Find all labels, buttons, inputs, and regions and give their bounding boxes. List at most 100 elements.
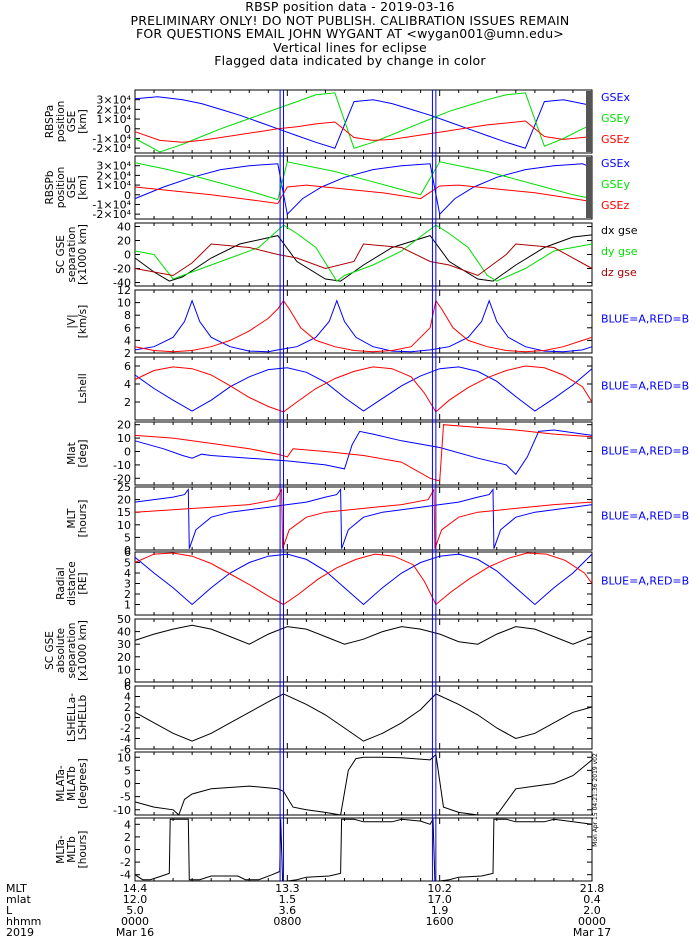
bottom-value: 3.6 bbox=[279, 904, 297, 917]
bottom-value: 14.4 bbox=[123, 882, 148, 895]
y-axis-label: [hours] bbox=[77, 831, 89, 869]
y-tick-label: 6 bbox=[124, 546, 131, 559]
y-tick-label: -2×10⁴ bbox=[92, 208, 131, 221]
legend-entry: BLUE=A,RED=B bbox=[601, 575, 689, 588]
bottom-value: 1.9 bbox=[431, 904, 449, 917]
bottom-value: Mar 17 bbox=[573, 926, 611, 939]
series-line-diff bbox=[134, 753, 593, 816]
legend-entry: BLUE=A,RED=B bbox=[601, 445, 689, 458]
y-tick-label: -2×10⁴ bbox=[92, 142, 131, 155]
legend-entry: GSEx bbox=[601, 157, 630, 170]
series-line-gsey bbox=[134, 92, 593, 153]
legend-entry: GSEx bbox=[601, 91, 630, 104]
bottom-row-label: MLT bbox=[6, 882, 27, 895]
series-line-a bbox=[134, 366, 593, 412]
title-line-3: FOR QUESTIONS EMAIL JOHN WYGANT AT <wyga… bbox=[135, 26, 564, 41]
y-tick-label: 8 bbox=[124, 309, 131, 322]
y-tick-label: 20 bbox=[117, 235, 131, 248]
y-tick-label: 6 bbox=[124, 360, 131, 373]
panel-frame bbox=[134, 486, 593, 551]
y-tick-label: -4 bbox=[120, 733, 131, 746]
y-tick-label: 15 bbox=[117, 506, 131, 519]
title-line-5: Flagged data indicated by change in colo… bbox=[214, 53, 486, 68]
y-axis-label: [RE] bbox=[77, 572, 89, 594]
y-tick-label: 2 bbox=[124, 347, 131, 360]
series-line-gsez bbox=[134, 184, 593, 205]
y-tick-label: 5 bbox=[124, 557, 131, 570]
y-axis-label: absolute bbox=[55, 628, 67, 673]
y-tick-label: -20 bbox=[113, 263, 131, 276]
y-tick-label: 20 bbox=[117, 651, 131, 664]
series-line-a bbox=[134, 488, 593, 549]
y-axis-label: separation bbox=[66, 623, 78, 679]
series-line-diff bbox=[134, 693, 593, 742]
series-line-b bbox=[134, 365, 593, 413]
bottom-value: Mar 16 bbox=[116, 926, 154, 939]
series-line-diff bbox=[134, 817, 593, 882]
y-tick-label: -2 bbox=[120, 856, 131, 869]
y-tick-label: -40 bbox=[113, 277, 131, 290]
legend-entry: dz gse bbox=[601, 266, 637, 279]
title-line-2: PRELIMINARY ONLY! DO NOT PUBLISH. CALIBR… bbox=[130, 12, 570, 28]
series-line-b bbox=[134, 424, 593, 482]
series-line-gsex bbox=[134, 96, 593, 149]
legend-entry: BLUE=A,RED=B bbox=[601, 380, 689, 393]
y-tick-label: 20 bbox=[117, 494, 131, 507]
y-tick-label: -20 bbox=[113, 472, 131, 485]
y-tick-label: 5 bbox=[124, 764, 131, 777]
series-line-a bbox=[134, 299, 593, 353]
panel-frame bbox=[134, 421, 593, 486]
y-axis-label: [km/s] bbox=[77, 305, 89, 339]
y-tick-label: 3 bbox=[124, 578, 131, 591]
bottom-value: 0800 bbox=[273, 915, 301, 928]
y-tick-label: -1×10⁴ bbox=[92, 132, 131, 145]
panel-lshell: 6 4 2 Lshell BLUE=A,RED=B bbox=[77, 356, 689, 421]
y-axis-label: MLT bbox=[66, 508, 78, 528]
y-axis-label: GSE bbox=[66, 177, 78, 198]
y-axis-label: SC GSE bbox=[55, 235, 67, 274]
y-axis-label: position bbox=[55, 167, 67, 209]
bottom-value: 0000 bbox=[121, 915, 149, 928]
bottom-value: 1600 bbox=[426, 915, 454, 928]
series-line-b bbox=[134, 552, 593, 606]
y-tick-label: 4 bbox=[124, 567, 131, 580]
bottom-value: 21.8 bbox=[580, 882, 605, 895]
series-line-dz-gse bbox=[134, 243, 593, 277]
y-tick-label: 2×10⁴ bbox=[96, 103, 131, 116]
y-axis-label: RBSPb bbox=[44, 170, 56, 204]
y-axis-label: LSHELLb bbox=[77, 694, 89, 740]
y-tick-label: 4 bbox=[124, 378, 131, 391]
panel-frame bbox=[134, 222, 593, 287]
y-tick-label: 30 bbox=[117, 638, 131, 651]
series-line-a bbox=[134, 429, 593, 476]
y-axis-label: Lshell bbox=[77, 373, 89, 403]
series-line-a bbox=[134, 553, 593, 606]
timestamp-note: Mon Apr 15 04:21:36 2019 v02 bbox=[592, 753, 599, 847]
y-tick-label: 6 bbox=[124, 680, 131, 693]
series-line-abs bbox=[134, 624, 593, 645]
y-tick-label: 4 bbox=[124, 818, 131, 831]
bottom-value: 10.2 bbox=[427, 882, 452, 895]
y-axis-label: [x1000 km] bbox=[77, 224, 89, 285]
series-line-gsez bbox=[134, 120, 593, 143]
y-axis-label: position bbox=[55, 101, 67, 143]
series-line-gsex bbox=[134, 163, 593, 216]
panel-frame bbox=[134, 618, 593, 683]
y-tick-label: 2 bbox=[124, 831, 131, 844]
title-line-4: Vertical lines for eclipse bbox=[273, 39, 427, 55]
edge-shading bbox=[586, 157, 592, 218]
panel-frame bbox=[134, 685, 593, 750]
y-tick-label: 0 bbox=[124, 844, 131, 857]
y-axis-label: SC GSE bbox=[44, 631, 56, 670]
y-tick-label: -1×10⁴ bbox=[92, 198, 131, 211]
legend-entry: GSEz bbox=[601, 199, 629, 212]
y-axis-label: [deg] bbox=[77, 440, 89, 468]
y-axis-label: [x1000 km] bbox=[77, 620, 89, 681]
y-tick-label: 4 bbox=[124, 334, 131, 347]
